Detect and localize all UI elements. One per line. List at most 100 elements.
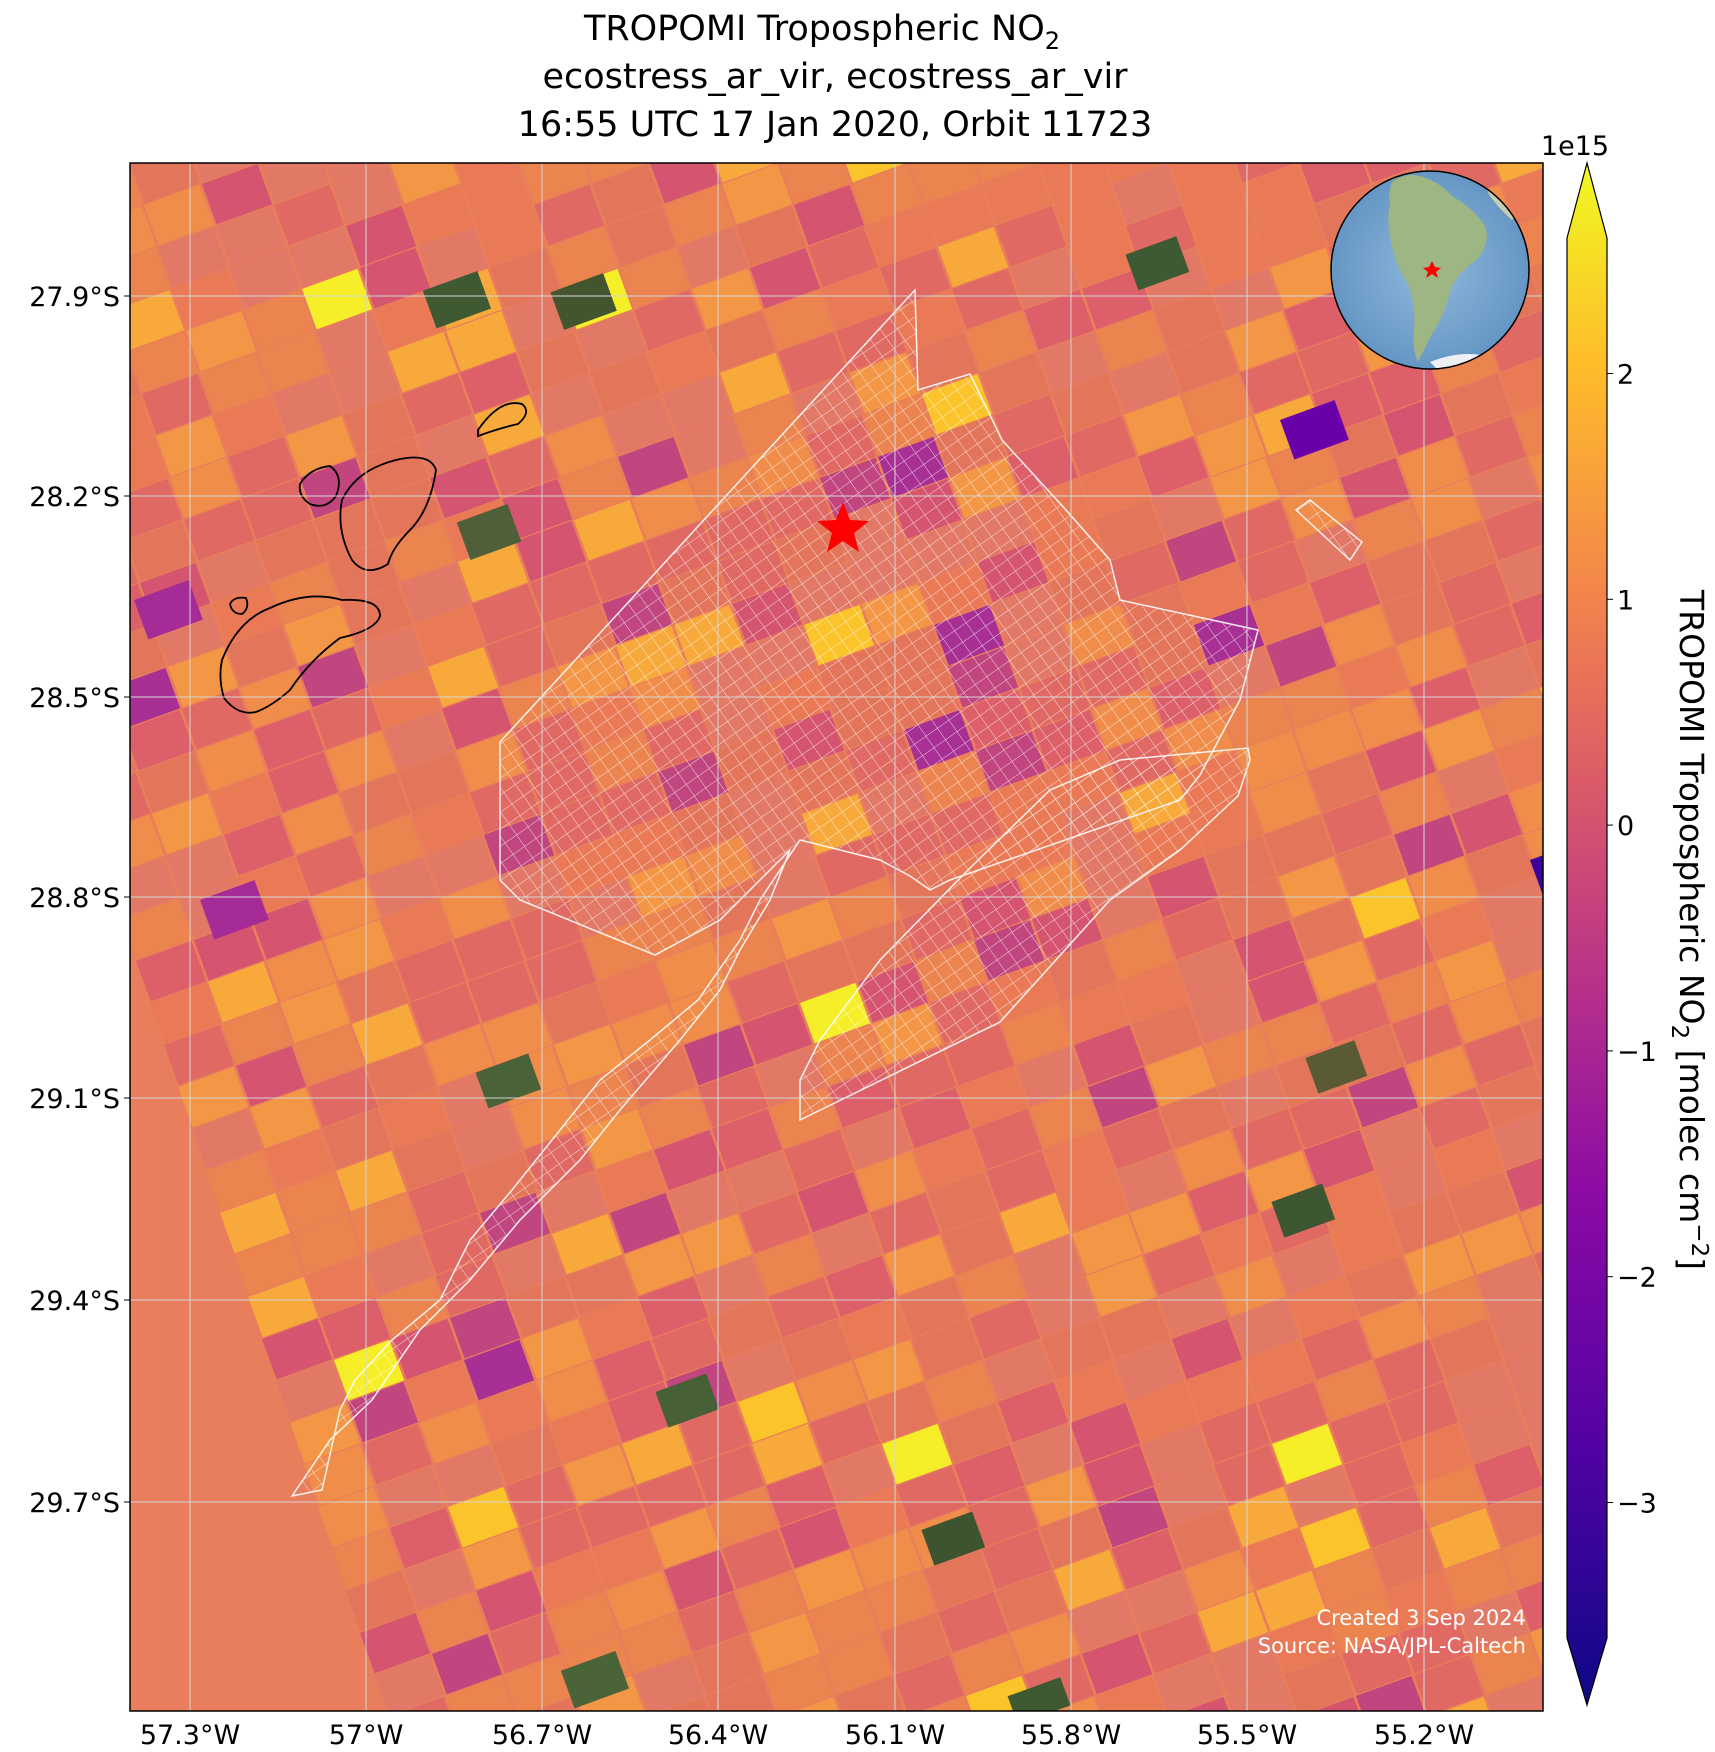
no2-pixel: [368, 856, 439, 918]
no2-pixel: [1430, 1507, 1501, 1569]
no2-pixel: [412, 793, 483, 855]
no2-pixel: [404, 1549, 475, 1611]
no2-pixel: [596, 1150, 667, 1212]
no2-pixel: [202, 163, 273, 225]
title-line-1: TROPOMI Tropospheric NO2: [583, 9, 1060, 55]
no2-pixel: [270, 562, 341, 624]
no2-pixel: [1602, 269, 1672, 330]
no2-pixel: [1344, 80, 1414, 141]
no2-pixel: [398, 751, 469, 813]
no2-pixel: [1464, 1024, 1535, 1086]
no2-pixel: [1262, 1003, 1333, 1065]
no2-pixel: [434, 80, 504, 141]
no2-pixel: [1140, 1612, 1211, 1674]
no2-pixel: [130, 667, 181, 729]
no2-pixel: [941, 1213, 1013, 1275]
lon-label: 57.3°W: [140, 1720, 240, 1751]
no2-pixel: [634, 1654, 705, 1711]
no2-pixel: [1068, 1591, 1139, 1653]
no2-pixel: [284, 604, 355, 666]
no2-pixel: [884, 1234, 955, 1296]
no2-pixel: [809, 1402, 881, 1464]
no2-pixel: [1414, 1654, 1485, 1711]
no2-pixel: [678, 226, 749, 288]
no2-pixel: [1280, 667, 1351, 729]
no2-pixel: [130, 436, 169, 498]
no2-pixel: [1378, 961, 1449, 1023]
no2-pixel: [1070, 1402, 1141, 1464]
no2-pixel: [1284, 1654, 1355, 1711]
no2-pixel: [574, 499, 645, 561]
no2-pixel: [1416, 101, 1486, 162]
no2-pixel: [588, 541, 659, 603]
no2-pixel: [1448, 1171, 1519, 1233]
no2-pixel: [1256, 1570, 1327, 1632]
no2-pixel: [966, 310, 1037, 372]
no2-pixel: [1520, 1192, 1543, 1254]
no2-pixel: [418, 226, 489, 288]
no2-pixel: [475, 205, 547, 267]
no2-pixel: [897, 1276, 969, 1338]
no2-pixel: [1198, 226, 1269, 288]
no2-pixel: [1306, 940, 1377, 1002]
lat-label: 28.8°S: [29, 883, 120, 914]
no2-pixel: [996, 1570, 1067, 1632]
no2-pixel: [360, 1612, 431, 1674]
no2-pixel: [984, 1339, 1055, 1401]
no2-pixel: [663, 1549, 735, 1611]
no2-pixel: [1256, 205, 1327, 267]
no2-pixel: [1478, 1066, 1543, 1128]
no2-pixel: [186, 310, 257, 372]
no2-pixel: [291, 1213, 363, 1275]
no2-pixel: [679, 1402, 751, 1464]
no2-pixel: [1052, 373, 1123, 435]
no2-pixel: [266, 940, 337, 1002]
no2-pixel: [419, 1402, 491, 1464]
no2-pixel: [308, 1066, 379, 1128]
no2-pixel: [855, 1150, 927, 1212]
no2-pixel: [138, 751, 209, 813]
no2-pixel: [1436, 940, 1507, 1002]
no2-pixel: [1308, 751, 1379, 813]
no2-pixel: [1366, 730, 1437, 792]
no2-pixel: [1382, 583, 1453, 645]
no2-pixel: [314, 499, 385, 561]
no2-pixel: [1438, 751, 1509, 813]
no2-pixel: [1502, 163, 1543, 225]
no2-pixel: [490, 247, 561, 309]
no2-pixel: [1266, 625, 1337, 687]
no2-pixel: [326, 730, 397, 792]
no2-pixel: [538, 1171, 609, 1233]
no2-pixel: [320, 1297, 391, 1359]
no2-pixel: [1128, 1381, 1199, 1443]
no2-pixel: [381, 898, 453, 960]
no2-pixel: [1518, 1381, 1543, 1443]
lon-label: 55.2°W: [1374, 1720, 1474, 1751]
no2-pixel: [1138, 436, 1209, 498]
no2-pixel: [1510, 772, 1543, 834]
no2-pixel: [200, 880, 269, 940]
no2-pixel: [486, 625, 557, 687]
no2-pixel: [1028, 1276, 1099, 1338]
no2-pixel: [970, 1297, 1041, 1359]
no2-pixel: [248, 1276, 319, 1338]
no2-pixel: [1096, 1675, 1167, 1711]
no2-pixel: [1298, 331, 1369, 393]
map-panel[interactable]: Created 3 Sep 2024 Source: NASA/JPL-Calt…: [66, 80, 1680, 1752]
no2-pixel: [460, 352, 531, 414]
no2-pixel: [452, 1108, 523, 1170]
no2-pixel: [366, 1045, 437, 1107]
no2-pixel: [383, 709, 455, 771]
colorbar-tick-label: −3: [1617, 1489, 1657, 1520]
no2-pixel: [1502, 1528, 1543, 1590]
no2-pixel: [431, 1633, 503, 1695]
no2-pixel: [1280, 400, 1349, 460]
no2-pixel: [691, 1633, 763, 1695]
red-star-icon[interactable]: [817, 502, 869, 552]
no2-pixel: [1458, 1591, 1529, 1653]
no2-pixel: [578, 163, 649, 183]
no2-pixel: [345, 1570, 417, 1632]
no2-pixel: [1292, 898, 1363, 960]
no2-pixel: [1300, 1507, 1371, 1569]
no2-pixel: [951, 1633, 1023, 1695]
